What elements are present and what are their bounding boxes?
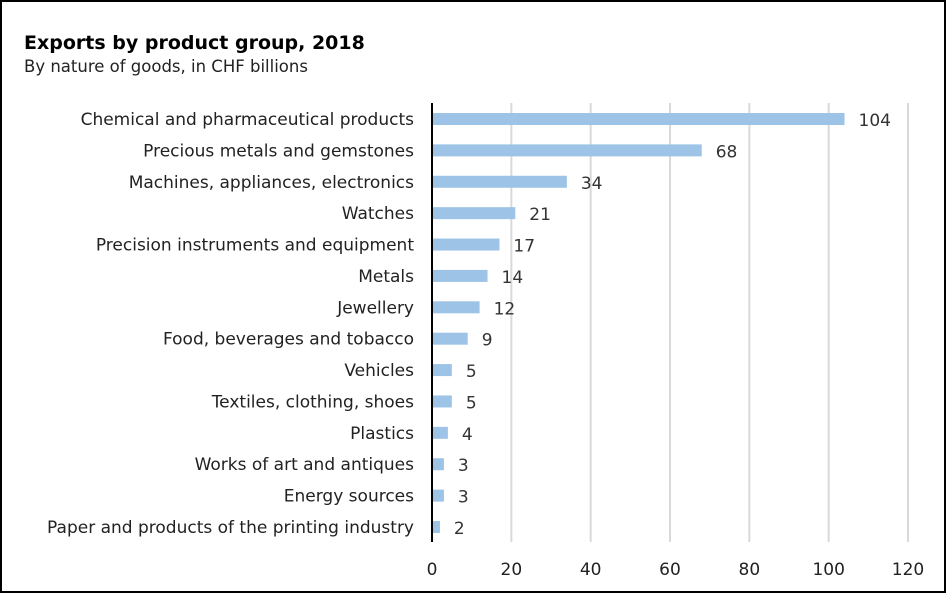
category-label: Textiles, clothing, shoes: [211, 392, 414, 412]
x-tick-label: 40: [580, 560, 602, 580]
data-label: 5: [466, 393, 477, 413]
bar: [432, 426, 448, 439]
bar: [432, 238, 500, 251]
x-tick-label: 120: [892, 560, 924, 580]
category-label: Jewellery: [336, 298, 414, 318]
data-label: 34: [581, 174, 603, 194]
category-label: Energy sources: [284, 487, 414, 507]
x-tick-label: 20: [501, 560, 523, 580]
category-label: Metals: [358, 267, 414, 287]
x-tick-label: 0: [427, 560, 438, 580]
category-label: Chemical and pharmaceutical products: [81, 110, 415, 130]
bar: [432, 301, 480, 314]
data-label: 3: [458, 488, 469, 508]
bar: [432, 269, 488, 282]
category-label: Watches: [342, 204, 414, 224]
category-label: Food, beverages and tobacco: [163, 330, 414, 350]
bar: [432, 113, 845, 125]
data-label: 104: [859, 111, 891, 131]
bar: [432, 364, 452, 377]
category-label: Paper and products of the printing indus…: [47, 518, 414, 538]
category-label: Precious metals and gemstones: [143, 141, 414, 161]
data-label: 14: [502, 268, 524, 288]
data-label: 3: [458, 456, 469, 476]
bar: [432, 332, 468, 345]
data-label: 12: [494, 299, 516, 319]
data-label: 9: [482, 331, 493, 351]
x-tick-label: 100: [812, 560, 844, 580]
x-tick-label: 60: [659, 560, 681, 580]
category-label: Machines, appliances, electronics: [129, 173, 414, 193]
bar: [432, 395, 452, 408]
bar: [432, 521, 440, 533]
bar: [432, 458, 444, 471]
category-label: Vehicles: [344, 361, 414, 381]
x-tick-label: 80: [739, 560, 761, 580]
chart-subtitle: By nature of goods, in CHF billions: [24, 57, 308, 76]
data-label: 21: [529, 205, 551, 225]
category-label: Works of art and antiques: [195, 455, 415, 475]
category-label: Plastics: [350, 424, 414, 444]
data-label: 4: [462, 425, 473, 445]
category-label: Precision instruments and equipment: [96, 236, 414, 256]
bar: [432, 489, 444, 502]
data-label: 17: [513, 237, 535, 257]
bar: [432, 207, 516, 220]
data-label: 5: [466, 362, 477, 382]
data-label: 2: [454, 519, 465, 539]
chart-title: Exports by product group, 2018: [24, 32, 365, 54]
data-label: 68: [716, 142, 738, 162]
bar: [432, 144, 702, 157]
bar: [432, 175, 567, 188]
